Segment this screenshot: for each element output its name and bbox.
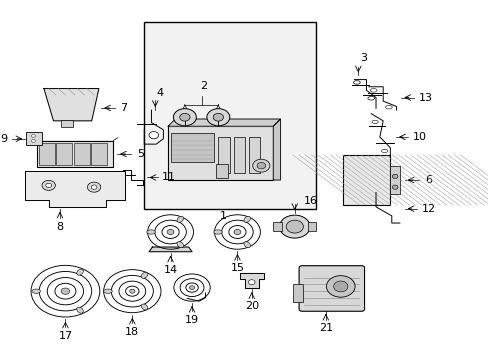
Ellipse shape	[369, 89, 376, 92]
Bar	[37, 140, 113, 167]
Circle shape	[285, 220, 303, 233]
Text: 17: 17	[58, 330, 72, 341]
Ellipse shape	[244, 216, 250, 222]
Text: 13: 13	[418, 93, 432, 103]
Ellipse shape	[177, 242, 183, 248]
Bar	[293, 284, 302, 302]
Circle shape	[149, 132, 158, 139]
Ellipse shape	[177, 216, 183, 222]
Circle shape	[91, 185, 97, 189]
Ellipse shape	[371, 120, 377, 123]
Text: 11: 11	[162, 172, 176, 183]
Text: 21: 21	[318, 323, 332, 333]
Text: 15: 15	[230, 263, 244, 273]
Circle shape	[391, 185, 397, 189]
Text: 16: 16	[303, 196, 317, 206]
Circle shape	[252, 159, 269, 172]
Ellipse shape	[367, 96, 374, 100]
Ellipse shape	[244, 242, 250, 248]
Bar	[216, 164, 227, 178]
Ellipse shape	[103, 289, 112, 293]
Ellipse shape	[141, 272, 147, 278]
Bar	[144, 22, 316, 209]
Bar	[74, 143, 89, 165]
Polygon shape	[149, 247, 192, 252]
Text: 8: 8	[56, 222, 63, 232]
Circle shape	[333, 281, 347, 292]
Text: 9: 9	[0, 134, 7, 144]
Circle shape	[173, 109, 196, 126]
Text: 5: 5	[137, 149, 144, 159]
Text: 19: 19	[184, 315, 199, 325]
Bar	[26, 132, 41, 145]
Ellipse shape	[77, 269, 83, 275]
Bar	[168, 126, 273, 180]
Bar	[39, 143, 55, 165]
Circle shape	[326, 276, 354, 297]
Text: 12: 12	[421, 204, 435, 214]
Circle shape	[87, 182, 101, 192]
Circle shape	[248, 280, 255, 285]
Circle shape	[391, 174, 397, 179]
Circle shape	[129, 289, 135, 293]
Polygon shape	[239, 273, 263, 288]
Ellipse shape	[213, 230, 222, 234]
Bar	[91, 143, 107, 165]
Polygon shape	[44, 89, 99, 121]
Text: 7: 7	[120, 103, 127, 113]
Ellipse shape	[353, 81, 360, 84]
Bar	[307, 222, 316, 231]
Ellipse shape	[32, 289, 41, 293]
Bar	[389, 166, 399, 194]
Circle shape	[42, 180, 55, 190]
Bar	[170, 134, 213, 162]
Polygon shape	[273, 119, 280, 180]
Bar	[218, 137, 229, 173]
Ellipse shape	[141, 304, 147, 310]
Circle shape	[206, 109, 229, 126]
Circle shape	[61, 288, 69, 294]
Circle shape	[31, 134, 35, 137]
Ellipse shape	[381, 149, 387, 153]
Polygon shape	[168, 119, 280, 126]
Bar	[56, 143, 72, 165]
Bar	[273, 222, 281, 231]
Circle shape	[46, 183, 51, 188]
Text: 18: 18	[125, 327, 139, 337]
FancyBboxPatch shape	[299, 266, 364, 311]
Text: 1: 1	[219, 211, 226, 221]
Circle shape	[279, 215, 309, 238]
Ellipse shape	[146, 230, 155, 234]
Circle shape	[189, 286, 194, 289]
Circle shape	[167, 229, 174, 235]
Circle shape	[180, 113, 190, 121]
Circle shape	[257, 162, 265, 169]
Text: 14: 14	[163, 265, 177, 275]
Text: 20: 20	[244, 301, 258, 311]
Bar	[342, 155, 389, 205]
Ellipse shape	[77, 307, 83, 313]
Text: 6: 6	[424, 175, 431, 185]
Bar	[248, 137, 260, 173]
Circle shape	[213, 113, 223, 121]
Polygon shape	[25, 171, 125, 207]
Circle shape	[31, 139, 35, 142]
Ellipse shape	[385, 105, 391, 109]
Text: 3: 3	[360, 53, 367, 63]
Bar	[61, 120, 72, 127]
Bar	[233, 137, 244, 173]
Text: 2: 2	[200, 81, 207, 91]
Text: 10: 10	[412, 132, 427, 142]
Circle shape	[234, 229, 241, 235]
Text: 4: 4	[156, 87, 163, 98]
